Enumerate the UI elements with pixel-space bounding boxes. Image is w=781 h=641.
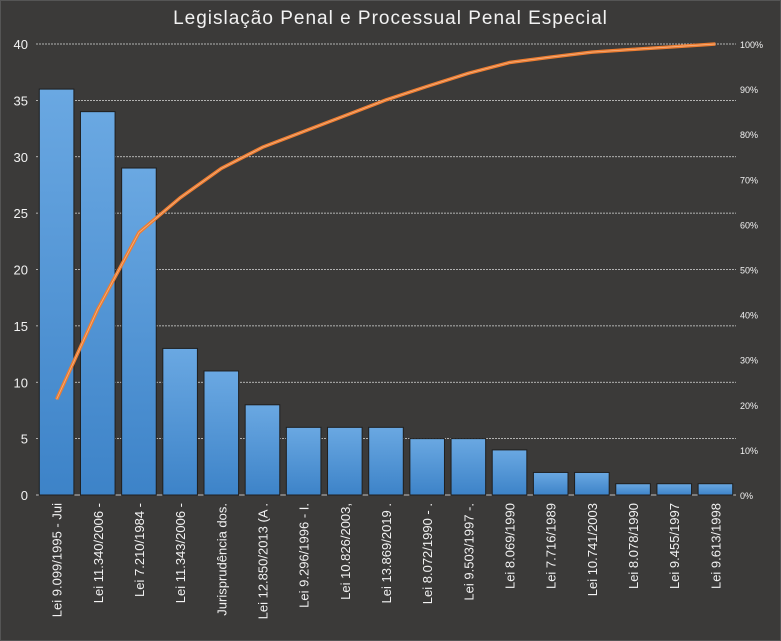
bar	[244, 404, 281, 496]
x-tick-label: Lei 8.078/1990	[626, 503, 641, 589]
x-tick-label: Lei 8.069/1990	[503, 503, 518, 589]
y-tick-label: 30	[14, 150, 28, 165]
bar	[450, 438, 487, 496]
x-tick-label: Lei 9.613/1998	[708, 503, 723, 589]
x-tick-label: Lei 11.340/2006 -	[91, 503, 106, 603]
x-tick-label: Lei 8.072/1990 - .	[420, 503, 435, 604]
cumulative-line-highlight	[56, 43, 716, 400]
x-tick-label: Lei 7.210/1984 -	[132, 503, 147, 597]
x-tick-label: Lei 7.716/1989	[544, 503, 559, 589]
y-tick-label: 10	[14, 375, 28, 390]
x-tick-label: Lei 10.826/2003,	[338, 503, 353, 600]
y2-tick-label: 0%	[740, 491, 753, 501]
bar	[38, 88, 75, 496]
y2-tick-label: 40%	[740, 311, 758, 321]
y-tick-label: 5	[21, 432, 28, 447]
y-tick-label: 20	[14, 263, 28, 278]
bar	[491, 449, 528, 496]
y-tick-label: 25	[14, 206, 28, 221]
y-tick-label: 35	[14, 93, 28, 108]
bar	[574, 471, 610, 496]
y2-tick-label: 70%	[740, 175, 758, 185]
bar	[79, 111, 116, 496]
bar	[697, 483, 734, 496]
y2-tick-label: 90%	[740, 85, 758, 95]
y2-tick-label: 100%	[740, 40, 763, 50]
x-tick-label: Lei 13.869/2019 .	[379, 503, 394, 603]
x-tick-label: Lei 9.455/1997	[667, 503, 682, 589]
bar	[162, 347, 198, 496]
y2-tick-label: 10%	[740, 446, 758, 456]
bar	[327, 426, 363, 496]
y2-tick-label: 30%	[740, 356, 758, 366]
bar	[615, 483, 651, 496]
x-tick-label: Lei 9.099/1995 - Jui	[50, 503, 65, 617]
x-tick-label: Lei 11.343/2006 -	[173, 503, 188, 603]
x-tick-label: Lei 10.741/2003	[585, 503, 600, 596]
y2-tick-label: 80%	[740, 130, 758, 140]
bar	[656, 483, 693, 496]
bar	[121, 167, 157, 496]
y2-tick-label: 50%	[740, 266, 758, 276]
bar	[409, 438, 445, 496]
y-tick-label: 15	[14, 319, 28, 334]
bar	[285, 426, 322, 496]
x-tick-label: Lei 9.503/1997 -.	[461, 503, 476, 601]
y-tick-label: 0	[21, 488, 28, 503]
x-tick-label: Jurisprudência dos.	[214, 503, 229, 616]
y2-tick-label: 20%	[740, 401, 758, 411]
bar	[532, 471, 569, 496]
y-tick-label: 40	[14, 37, 28, 52]
chart-title: Legislação Penal e Processual Penal Espe…	[173, 8, 608, 29]
x-tick-label: Lei 12.850/2013 (A .	[255, 503, 270, 619]
bar	[368, 426, 404, 496]
y2-tick-label: 60%	[740, 220, 758, 230]
x-tick-label: Lei 9.296/1996 - I.	[297, 503, 312, 608]
bar	[203, 370, 240, 496]
